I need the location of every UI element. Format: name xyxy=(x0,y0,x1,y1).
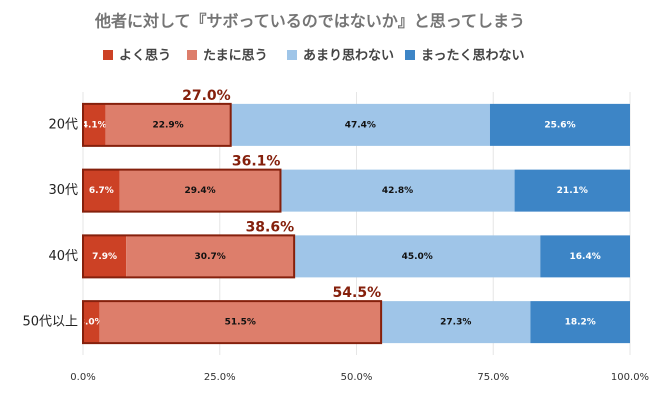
y-tick-label: 30代 xyxy=(48,183,78,198)
bar-segment xyxy=(489,103,630,146)
bar-segment xyxy=(381,301,531,344)
total-outline xyxy=(82,300,383,345)
y-tick-label: 40代 xyxy=(48,249,78,264)
legend-label: あまり思わない xyxy=(303,49,394,64)
legend-swatch xyxy=(103,50,113,60)
total-label: 38.6% xyxy=(246,219,295,235)
total-label: 54.5% xyxy=(333,285,382,301)
legend-label: よく思う xyxy=(119,49,171,64)
value-label: 7.9% xyxy=(92,252,117,262)
bar-segment xyxy=(540,235,630,278)
total-outline xyxy=(82,102,232,147)
value-label: 42.8% xyxy=(382,186,413,196)
legend-label: たまに思う xyxy=(203,49,268,64)
value-label: 25.6% xyxy=(544,120,575,130)
bar-segment xyxy=(530,301,630,344)
value-label: 4.1% xyxy=(82,120,107,130)
value-label: 27.3% xyxy=(440,318,471,328)
x-tick-label: 100.0% xyxy=(611,372,649,383)
total-outline xyxy=(82,234,296,279)
bar-segment xyxy=(83,301,100,344)
x-tick-label: 0.0% xyxy=(70,372,95,383)
value-label: 16.4% xyxy=(570,252,601,262)
bar-segment xyxy=(126,235,295,278)
value-label: 30.7% xyxy=(195,252,226,262)
bar-segment xyxy=(514,169,630,212)
bar-segment xyxy=(83,235,127,278)
bar-segment xyxy=(105,103,231,146)
value-label: 22.9% xyxy=(152,120,183,130)
value-label: 18.2% xyxy=(565,318,596,328)
value-label: 29.4% xyxy=(184,186,215,196)
value-label: 51.5% xyxy=(225,318,256,328)
x-tick-label: 25.0% xyxy=(204,372,236,383)
legend-swatch xyxy=(187,50,197,60)
bar-segment xyxy=(99,301,382,344)
y-tick-label: 50代以上 xyxy=(22,315,78,330)
x-tick-label: 75.0% xyxy=(477,372,509,383)
legend-label: まったく思わない xyxy=(421,49,524,64)
bar-segment xyxy=(83,103,106,146)
bar-segment xyxy=(83,169,120,212)
bar-segment xyxy=(230,103,490,146)
x-tick-label: 50.0% xyxy=(341,372,373,383)
value-label: 45.0% xyxy=(402,252,433,262)
y-tick-label: 20代 xyxy=(48,117,78,132)
chart-title: 他者に対して『サボっているのではないか』と思ってしまう xyxy=(94,12,525,31)
value-label: 21.1% xyxy=(557,186,588,196)
bar-segment xyxy=(280,169,515,212)
total-label: 27.0% xyxy=(182,88,231,104)
total-label: 36.1% xyxy=(232,154,281,170)
value-label: 47.4% xyxy=(345,120,376,130)
value-label: 6.7% xyxy=(89,186,114,196)
bar-segment xyxy=(294,235,541,278)
total-outline xyxy=(82,168,282,213)
legend-swatch xyxy=(287,50,297,60)
value-label: 3.0% xyxy=(79,318,104,328)
legend-swatch xyxy=(405,50,415,60)
bar-segment xyxy=(119,169,281,212)
